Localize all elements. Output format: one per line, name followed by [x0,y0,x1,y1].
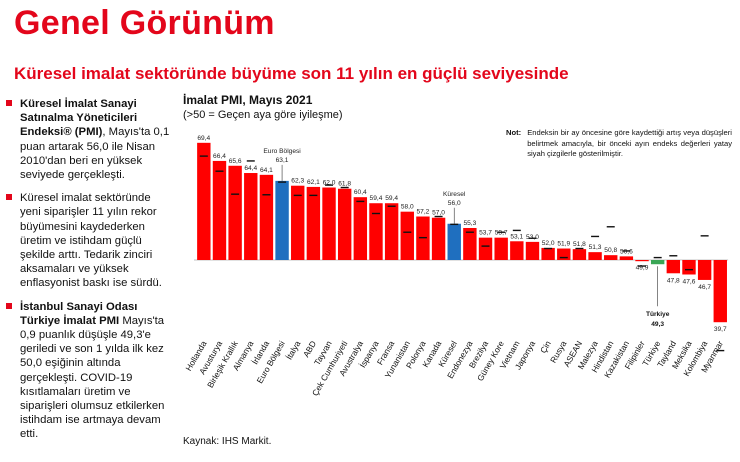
data-label-14: 57,2 [417,209,430,216]
chart-subtitle: (>50 = Geçen aya göre iyileşme) [183,109,343,121]
bullet-marker [6,302,12,309]
bar-17 [463,227,477,260]
bar-20 [510,241,524,260]
category-label-22: Çin [538,339,553,355]
source-note: Kaynak: IHS Markit. [183,436,272,447]
bar-28 [635,260,649,262]
data-label-24: 51,8 [573,241,586,248]
bullet-list: Küresel İmalat Sanayi Satınalma Yönetici… [6,97,172,451]
data-label-31: 47,6 [683,278,696,285]
data-label-4: 64,1 [260,167,273,174]
bar-32 [697,260,712,280]
annotation-name-1: Küresel [443,191,466,198]
bar-9 [337,188,352,260]
note-text: Endeksin bir ay öncesine göre kaydettiği… [527,128,732,158]
data-label-15: 57,0 [432,210,445,217]
bar-2 [228,165,242,260]
bullet-item: İstanbul Sanayi Odası Türkiye İmalat PMI… [6,300,172,442]
data-label-23: 51,9 [557,241,570,248]
data-label-25: 51,3 [589,244,602,251]
bar-22 [541,247,555,260]
data-label-21: 53,0 [526,234,539,241]
data-label-2: 65,6 [229,158,242,165]
bar-5 [275,180,289,260]
bar-6 [291,185,305,260]
data-label-6: 62,3 [291,178,304,185]
data-label-33: 39,7 [714,326,727,333]
bar-11 [369,203,383,260]
bar-8 [322,187,336,260]
bullet-bold-text: Küresel İmalat Sanayi Satınalma Yönetici… [20,98,138,139]
data-label-10: 60,4 [354,189,367,196]
annotation-name-2: Türkiye [646,311,670,318]
data-label-1: 66,4 [213,153,226,160]
bar-33 [713,260,727,323]
data-label-22: 52,0 [542,240,555,247]
chart-note: Not: Endeksin bir ay öncesine göre kayde… [506,128,732,160]
bar-15 [431,217,446,260]
bar-1 [212,160,227,260]
data-label-17: 55,3 [463,220,476,227]
page-subtitle: Küresel imalat sektöründe büyüme son 11 … [14,64,569,83]
data-label-13: 58,0 [401,204,414,211]
bar-27 [619,256,634,260]
bar-30 [666,260,681,274]
annotation-value-2: 49,3 [651,321,664,328]
data-label-20: 53,1 [510,233,523,240]
annotation-value-0: 63,1 [276,157,289,164]
bar-23 [557,248,571,260]
data-label-9: 61,8 [338,181,351,188]
data-label-7: 62,1 [307,179,320,186]
data-label-3: 64,4 [244,165,257,172]
note-label: Not: [506,128,522,137]
data-label-30: 47,8 [667,277,680,284]
bar-24 [572,249,587,260]
bar-12 [384,203,399,260]
bar-16 [447,223,461,260]
bullet-marker [6,100,12,106]
bar-25 [588,252,602,260]
bullet-text: , Mayıs'ta 0,1 puan artarak 56,0 ile Nis… [20,126,170,182]
bar-31 [682,260,696,275]
annotation-value-1: 56,0 [448,200,461,207]
bar-26 [604,255,618,260]
bar-21 [525,241,540,260]
data-label-12: 59,4 [385,195,398,202]
bar-10 [353,197,368,260]
bullet-item: Küresel imalat sektöründe yeni siparişle… [6,191,172,290]
data-label-18: 53,7 [479,230,492,237]
bar-4 [259,174,274,260]
bar-29 [650,260,665,265]
bar-13 [400,211,414,260]
bar-19 [494,237,508,260]
data-label-19: 53,7 [495,230,508,237]
data-label-11: 59,4 [370,195,383,202]
bullet-bold-text: İstanbul Sanayi Odası Türkiye İmalat PMI [20,300,138,327]
bullet-text: Küresel imalat sektöründe yeni siparişle… [20,192,162,290]
bullet-marker [6,194,12,201]
data-label-8: 62,0 [323,180,336,187]
bullet-text: Mayıs'ta 0,9 puanlık düşüşle 49,3'e geri… [20,314,165,441]
data-label-0: 69,4 [197,135,210,142]
bullet-item: Küresel İmalat Sanayi Satınalma Yönetici… [6,97,172,182]
bar-7 [306,186,321,260]
category-label-6: İtalya [284,339,303,362]
data-label-28: 49,9 [636,265,649,272]
annotation-name-0: Euro Bölgesi [263,148,301,155]
data-label-26: 50,8 [604,247,617,254]
page-title: Genel Görünüm [14,4,275,42]
data-label-32: 46,7 [698,284,711,291]
bar-3 [244,173,258,260]
data-label-27: 50,6 [620,248,633,255]
chart-title: İmalat PMI, Mayıs 2021 [183,93,313,107]
bar-18 [478,237,493,260]
bar-0 [197,142,211,260]
